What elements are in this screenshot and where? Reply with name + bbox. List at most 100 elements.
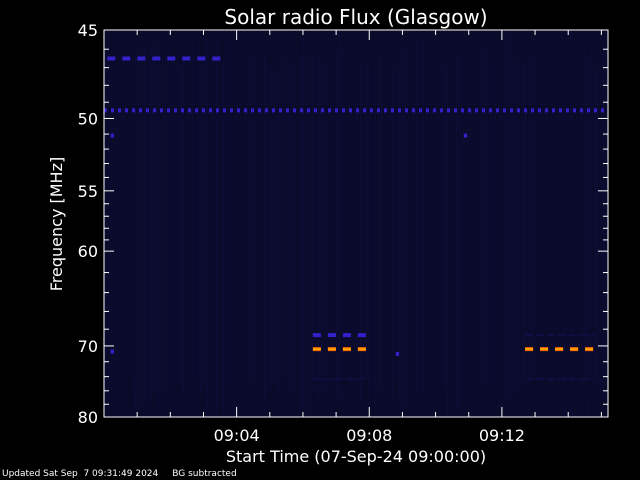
texture-streak bbox=[369, 44, 370, 405]
texture-streak bbox=[297, 44, 298, 399]
texture-streak bbox=[441, 30, 442, 384]
texture-streak bbox=[312, 37, 313, 391]
texture-streak bbox=[540, 43, 541, 392]
texture-streak bbox=[192, 40, 193, 379]
texture-streak bbox=[252, 33, 253, 382]
texture-streak bbox=[210, 58, 211, 390]
texture-streak bbox=[414, 51, 415, 415]
texture-streak bbox=[588, 58, 589, 417]
texture-streak bbox=[240, 49, 241, 401]
texture-streak bbox=[459, 58, 460, 417]
texture-streak bbox=[384, 52, 385, 395]
texture-streak bbox=[483, 50, 484, 382]
texture-streak bbox=[276, 49, 277, 389]
texture-streak bbox=[561, 30, 562, 388]
x-axis-label: Start Time (07-Sep-24 09:00:00) bbox=[226, 447, 486, 466]
texture-streak bbox=[249, 55, 250, 407]
texture-streak bbox=[360, 62, 361, 401]
texture-streak bbox=[126, 67, 127, 379]
texture-streak bbox=[447, 66, 448, 417]
texture-streak bbox=[141, 43, 142, 411]
texture-streak bbox=[372, 66, 373, 393]
texture-streak bbox=[171, 47, 172, 407]
texture-streak bbox=[510, 30, 511, 399]
texture-streak bbox=[237, 33, 238, 401]
texture-streak bbox=[426, 49, 427, 414]
texture-streak bbox=[444, 63, 445, 387]
texture-streak bbox=[222, 63, 223, 412]
texture-streak bbox=[123, 49, 124, 410]
texture-streak bbox=[333, 31, 334, 415]
texture-streak bbox=[570, 30, 571, 417]
texture-streak bbox=[138, 47, 139, 408]
y-tick-label: 70 bbox=[78, 337, 98, 356]
texture-streak bbox=[576, 40, 577, 399]
texture-streak bbox=[258, 31, 259, 393]
texture-streak bbox=[183, 55, 184, 395]
texture-streak bbox=[603, 43, 604, 402]
texture-streak bbox=[300, 56, 301, 411]
texture-streak bbox=[579, 49, 580, 416]
texture-streak bbox=[399, 66, 400, 400]
texture-streak bbox=[327, 36, 328, 398]
plot-area bbox=[104, 30, 608, 417]
texture-streak bbox=[429, 49, 430, 399]
texture-streak bbox=[411, 69, 412, 385]
texture-streak bbox=[477, 43, 478, 413]
x-tick-label: 09:04 bbox=[214, 426, 260, 445]
noise-texture bbox=[105, 30, 607, 417]
texture-streak bbox=[342, 45, 343, 416]
texture-streak bbox=[339, 34, 340, 401]
texture-streak bbox=[498, 46, 499, 409]
texture-streak bbox=[564, 56, 565, 417]
texture-streak bbox=[114, 41, 115, 386]
plot-frame bbox=[103, 29, 609, 418]
texture-streak bbox=[168, 47, 169, 384]
texture-streak bbox=[600, 56, 601, 406]
texture-streak bbox=[306, 42, 307, 417]
y-axis-label: Frequency [MHz] bbox=[47, 157, 66, 291]
x-tick-label: 09:12 bbox=[479, 426, 525, 445]
texture-streak bbox=[201, 64, 202, 394]
texture-streak bbox=[387, 45, 388, 384]
background-note: BG subtracted bbox=[172, 469, 237, 479]
texture-streak bbox=[405, 43, 406, 408]
texture-streak bbox=[582, 58, 583, 390]
footer: Updated Sat Sep 7 09:31:49 2024 BG subtra… bbox=[2, 469, 251, 480]
burst-features bbox=[104, 56, 608, 380]
y-tick-label: 50 bbox=[78, 109, 98, 128]
texture-streak bbox=[528, 42, 529, 402]
texture-streak bbox=[462, 34, 463, 404]
texture-streak bbox=[507, 32, 508, 402]
texture-streak bbox=[147, 67, 148, 408]
updated-timestamp: Updated Sat Sep 7 09:31:49 2024 bbox=[2, 469, 159, 479]
texture-streak bbox=[159, 33, 160, 416]
y-tick-label: 55 bbox=[78, 182, 98, 201]
texture-streak bbox=[573, 52, 574, 393]
texture-streak bbox=[294, 65, 295, 389]
texture-streak bbox=[189, 45, 190, 390]
texture-streak bbox=[255, 32, 256, 410]
texture-streak bbox=[393, 45, 394, 414]
texture-streak bbox=[165, 42, 166, 400]
texture-streak bbox=[228, 32, 229, 403]
texture-streak bbox=[144, 44, 145, 403]
texture-streak bbox=[501, 57, 502, 409]
texture-streak bbox=[438, 68, 439, 383]
texture-streak bbox=[417, 36, 418, 398]
texture-streak bbox=[390, 51, 391, 396]
texture-streak bbox=[471, 44, 472, 414]
texture-streak bbox=[420, 39, 421, 397]
texture-streak bbox=[345, 59, 346, 383]
texture-streak bbox=[129, 47, 130, 379]
texture-streak bbox=[543, 47, 544, 402]
texture-streak bbox=[270, 66, 271, 390]
texture-streak bbox=[546, 50, 547, 408]
texture-streak bbox=[282, 55, 283, 384]
texture-streak bbox=[207, 40, 208, 417]
texture-streak bbox=[246, 43, 247, 380]
texture-streak bbox=[234, 36, 235, 417]
texture-streak bbox=[516, 47, 517, 396]
texture-streak bbox=[156, 35, 157, 409]
texture-streak bbox=[291, 61, 292, 397]
